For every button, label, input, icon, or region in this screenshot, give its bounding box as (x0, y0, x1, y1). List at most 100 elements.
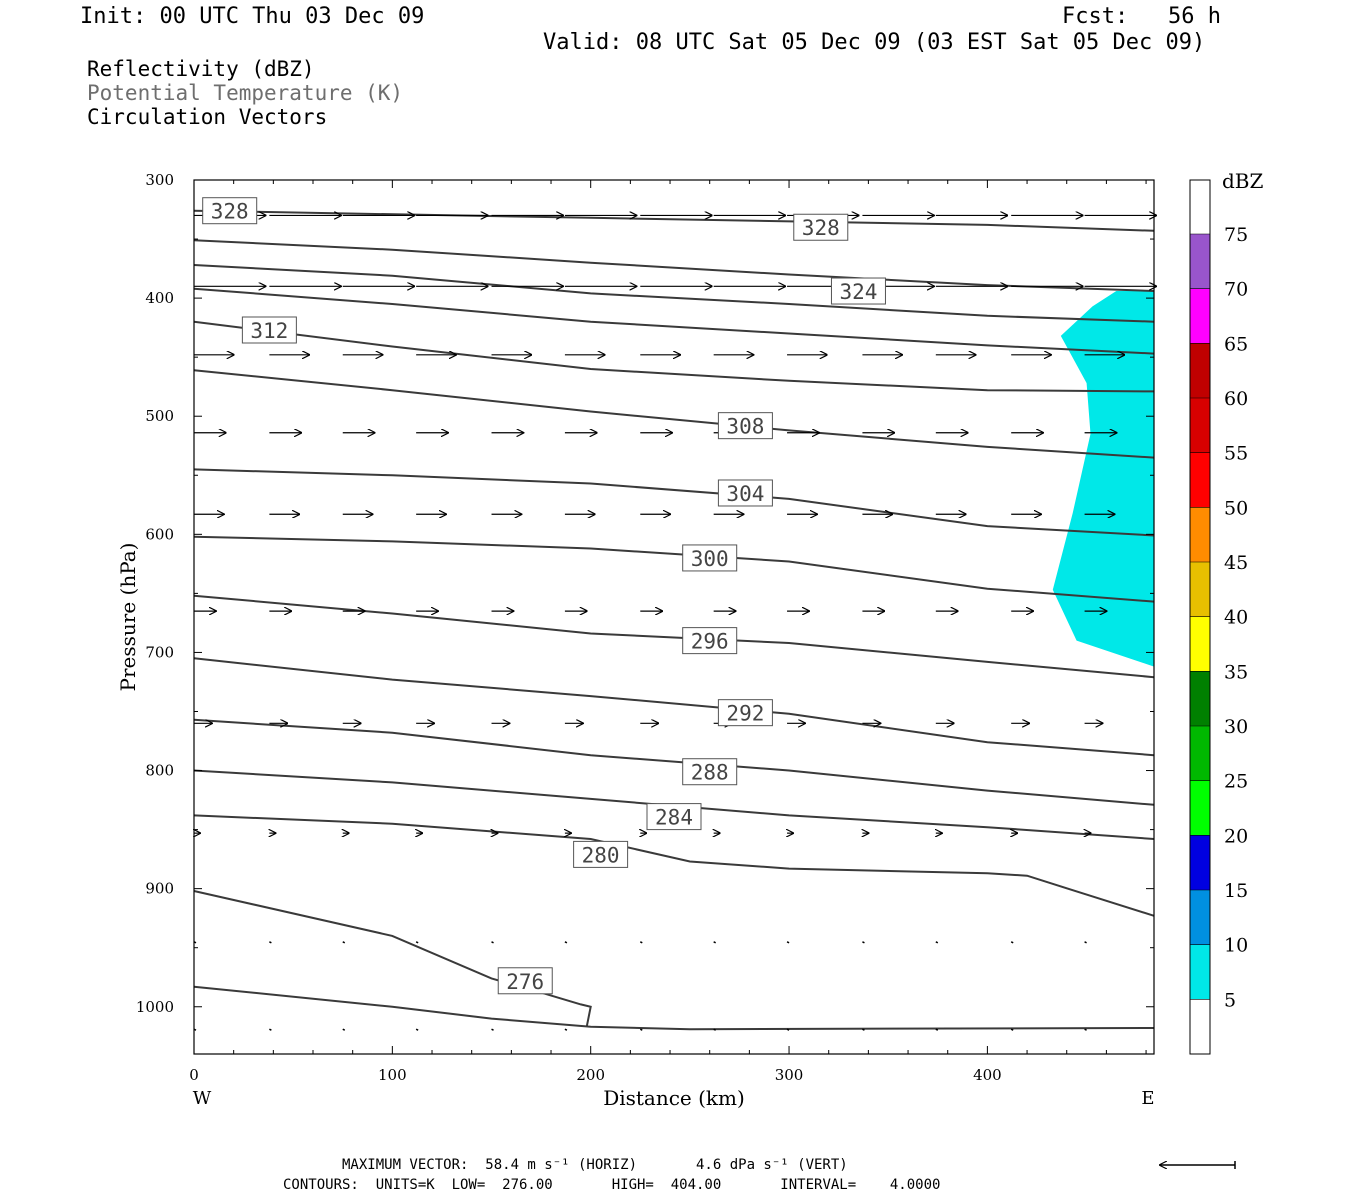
isentrope-line-5 (193, 369, 1155, 459)
colorbar-segment (1190, 835, 1210, 890)
y-tick-label: 900 (145, 880, 174, 898)
contour-label: 276 (506, 970, 544, 994)
wind-vector (491, 1028, 494, 1031)
colorbar-segment (1190, 288, 1210, 344)
wind-vector (1084, 941, 1087, 944)
wind-vector (415, 941, 419, 944)
colorbar-segment (1190, 726, 1210, 781)
valid-time: Valid: 08 UTC Sat 05 Dec 09 (03 EST Sat … (543, 30, 1206, 55)
colorbar-segment (1190, 616, 1210, 672)
wind-vector (564, 1028, 568, 1031)
colorbar-label: 65 (1224, 333, 1248, 355)
colorbar-label: 5 (1224, 989, 1236, 1011)
colorbar-label: 75 (1224, 224, 1248, 246)
contour-label-box (830, 277, 886, 305)
wind-vector (269, 1028, 272, 1031)
wind-vector (342, 941, 346, 944)
x-left-end-label: W (193, 1088, 212, 1109)
max-vector-info: MAXIMUM VECTOR: 58.4 m s⁻¹ (HORIZ) 4.6 d… (342, 1157, 848, 1173)
y-tick-label: 1000 (136, 998, 174, 1016)
wind-vector (639, 1028, 643, 1031)
x-tick-label: 400 (973, 1066, 1002, 1084)
axes: 300 400 500 600 700 800 900 1000 0 100 200 300 400 (136, 171, 1155, 1084)
isentrope-line-1 (193, 239, 1155, 292)
wind-vector (713, 941, 717, 944)
contour-label-box (793, 213, 849, 241)
contour-label-box (717, 699, 773, 727)
colorbar-label: 70 (1224, 279, 1248, 301)
wind-vector (415, 1028, 419, 1031)
init-time: Init: 00 UTC Thu 03 Dec 09 (80, 4, 425, 29)
colorbar-label: 50 (1224, 497, 1248, 519)
contour-label: 312 (250, 319, 288, 343)
contour-label: 328 (802, 216, 840, 240)
colorbar-segment (1190, 343, 1210, 398)
colorbar-label: 45 (1224, 552, 1248, 574)
colorbar: 75 70 65 60 55 50 45 40 35 30 25 20 15 10 5 (1189, 179, 1248, 1055)
contour-label-box (241, 316, 297, 344)
y-tick-label: 400 (145, 289, 174, 307)
colorbar-segment (1190, 890, 1210, 945)
isentrope-line-6 (193, 468, 1155, 537)
contour-label: 308 (726, 415, 764, 439)
contour-label-box (682, 627, 738, 655)
y-tick-label: 500 (145, 407, 174, 425)
colorbar-label: 30 (1224, 716, 1248, 738)
colorbar-label: 55 (1224, 443, 1248, 465)
y-tick-label: 800 (145, 762, 174, 780)
contour-label: 300 (691, 547, 729, 571)
y-tick-label: 700 (145, 643, 174, 661)
contour-label: 280 (582, 843, 620, 867)
wind-vector (935, 941, 939, 944)
contour-label-box (717, 479, 773, 507)
wind-vector (491, 941, 494, 944)
colorbar-segment (1190, 452, 1210, 508)
contour-labels: 328 328 324 312 308 304 300 296 292 288 284 280 276 (202, 197, 886, 995)
colorbar-segment (1190, 507, 1210, 562)
field-label-reflectivity: Reflectivity (dBZ) (87, 57, 315, 81)
x-tick-label: 300 (775, 1066, 804, 1084)
reflectivity-5dbz-area (1052, 291, 1154, 667)
wind-vector (786, 941, 790, 944)
x-axis-label: Distance (km) (603, 1086, 745, 1110)
wind-vector (639, 941, 643, 944)
y-tick-label: 300 (145, 171, 174, 189)
circulation-vectors (194, 215, 1156, 1031)
field-label-vectors: Circulation Vectors (87, 105, 328, 129)
wind-vector (862, 941, 865, 944)
contour-label-box (202, 197, 258, 225)
isentrope-contours (193, 209, 1155, 1031)
y-axis-label: Pressure (hPa) (116, 543, 140, 692)
contour-info: CONTOURS: UNITS=K LOW= 276.00 HIGH= 404.… (283, 1177, 941, 1193)
wind-vector (786, 1028, 790, 1031)
isentrope-line-2 (193, 264, 1155, 323)
contour-label: 284 (655, 806, 693, 830)
isentrope-line-9 (193, 657, 1155, 757)
contour-label: 296 (691, 630, 729, 654)
wind-vector (1084, 1028, 1087, 1031)
colorbar-segment (1190, 780, 1210, 836)
contour-label-box (682, 544, 738, 572)
wind-vector (862, 1028, 865, 1031)
contour-label: 328 (211, 200, 249, 224)
contour-label-box (717, 412, 773, 440)
contour-label: 324 (839, 280, 877, 304)
isentrope-line-8 (193, 594, 1155, 679)
colorbar-label: 35 (1224, 661, 1248, 683)
colorbar-label: 10 (1224, 935, 1248, 957)
contour-label: 292 (726, 702, 764, 726)
colorbar-label: 40 (1224, 607, 1248, 629)
field-label-theta: Potential Temperature (K) (87, 81, 404, 105)
isentrope-line-7 (193, 535, 1155, 603)
wind-vector (342, 1028, 346, 1031)
isentrope-line-0 (193, 209, 1155, 232)
wind-vector (935, 1028, 939, 1031)
wind-vector (1010, 1028, 1014, 1031)
colorbar-label: 60 (1224, 388, 1248, 410)
colorbar-segment (1190, 234, 1210, 289)
isentrope-line-10 (193, 718, 1155, 806)
contour-label: 304 (726, 482, 764, 506)
plot-frame (193, 179, 1155, 1055)
wind-vector (564, 941, 568, 944)
